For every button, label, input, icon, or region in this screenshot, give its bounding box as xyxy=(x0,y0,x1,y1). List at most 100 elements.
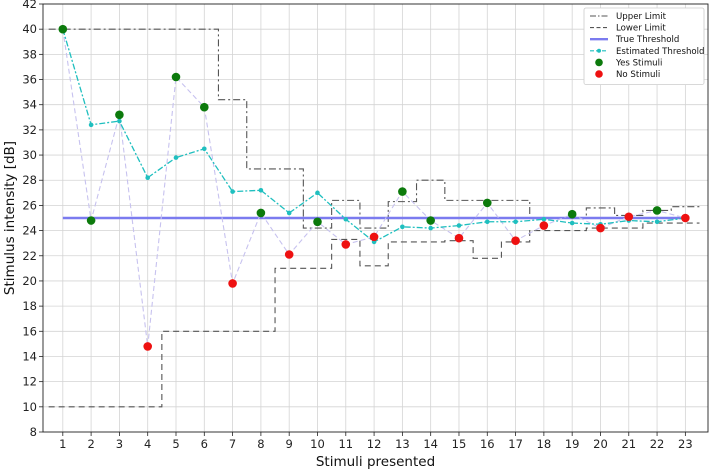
y-tick-label: 24 xyxy=(22,224,37,238)
y-tick-label: 28 xyxy=(22,173,37,187)
x-axis-title: Stimuli presented xyxy=(316,454,435,470)
y-tick-label: 14 xyxy=(22,349,37,363)
x-tick-label: 21 xyxy=(621,437,636,451)
estimated-threshold-point xyxy=(145,175,151,181)
x-tick-label: 11 xyxy=(338,437,353,451)
legend-label: Yes Stimuli xyxy=(615,58,662,68)
yes-stimulus-point xyxy=(313,217,322,227)
x-tick-label: 14 xyxy=(423,437,438,451)
estimated-threshold-point xyxy=(428,225,433,231)
y-tick-label: 22 xyxy=(22,249,37,263)
legend-label: No Stimuli xyxy=(616,70,660,80)
no-stimulus-point xyxy=(511,236,520,245)
estimated-threshold-point xyxy=(343,216,349,222)
legend-box xyxy=(583,7,705,85)
estimated-threshold-point xyxy=(230,189,235,194)
marker-layer xyxy=(58,24,690,351)
y-tick-label: 18 xyxy=(22,299,37,313)
y-tick-label: 38 xyxy=(22,47,37,61)
x-tick-label: 17 xyxy=(508,437,523,451)
yes-stimulus-point xyxy=(58,24,68,34)
no-stimulus-point xyxy=(596,223,605,233)
x-tick-label: 4 xyxy=(144,437,151,451)
y-tick-label: 16 xyxy=(22,324,37,338)
x-tick-label: 19 xyxy=(565,437,580,451)
x-axis-ticks: 1 2 3 4 5 6 7 8 9 10 11 12 13 14 15 16 17 18 19 20 21 22 23 xyxy=(59,432,693,451)
x-tick-label: 15 xyxy=(452,437,467,451)
estimated-threshold-point xyxy=(117,118,122,124)
no-stimulus-point xyxy=(228,279,237,288)
x-tick-label: 18 xyxy=(537,437,552,451)
y-axis-title: Stimulus intensity [dB] xyxy=(2,141,18,295)
yes-stimulus-point xyxy=(398,187,407,196)
lower-limit-line xyxy=(48,222,700,408)
y-tick-label: 36 xyxy=(22,73,37,87)
x-tick-label: 20 xyxy=(593,437,608,451)
x-tick-label: 7 xyxy=(229,437,236,451)
y-tick-label: 42 xyxy=(22,0,37,11)
yes-stimulus-point xyxy=(86,216,96,225)
legend-swatch-dot xyxy=(595,58,603,67)
yes-stimulus-point xyxy=(115,110,124,120)
no-stimulus-point xyxy=(539,221,549,230)
yes-stimulus-point xyxy=(199,102,209,112)
y-tick-label: 30 xyxy=(22,148,37,162)
plot-frame xyxy=(42,3,709,433)
presented-stimuli-path xyxy=(62,29,686,347)
estimated-threshold-point xyxy=(484,219,490,225)
y-tick-label: 8 xyxy=(30,425,37,439)
estimated-threshold-point xyxy=(569,220,575,226)
y-tick-label: 32 xyxy=(22,123,37,137)
no-stimulus-point xyxy=(341,240,351,249)
y-tick-label: 20 xyxy=(22,274,37,288)
estimated-threshold-point xyxy=(315,190,320,196)
y-axis-ticks: 8 10 12 14 16 18 20 22 24 26 28 30 32 34 36 38 40 42 xyxy=(22,0,43,439)
upper-limit-line xyxy=(48,28,700,229)
legend-label: True Threshold xyxy=(615,35,679,45)
x-tick-label: 13 xyxy=(395,437,410,451)
y-tick-label: 12 xyxy=(22,375,37,389)
x-tick-label: 16 xyxy=(480,437,495,451)
x-tick-label: 10 xyxy=(310,437,325,451)
yes-stimulus-point xyxy=(652,206,662,215)
x-tick-label: 22 xyxy=(650,437,665,451)
estimated-threshold-point xyxy=(654,219,660,225)
estimated-threshold-point xyxy=(400,224,405,230)
y-tick-label: 26 xyxy=(22,198,37,212)
no-stimulus-point xyxy=(624,212,634,222)
x-tick-label: 9 xyxy=(286,437,293,451)
estimated-threshold-point xyxy=(541,216,547,222)
legend-label: Upper Limit xyxy=(616,12,667,22)
no-stimulus-point xyxy=(681,213,690,223)
y-tick-label: 34 xyxy=(22,98,37,112)
no-stimulus-point xyxy=(143,342,153,351)
x-tick-label: 3 xyxy=(116,437,123,451)
yes-stimulus-point xyxy=(171,72,181,82)
y-tick-label: 40 xyxy=(22,22,37,36)
yes-stimulus-point xyxy=(426,216,435,225)
estimated-threshold-point xyxy=(456,223,462,228)
yes-stimulus-point xyxy=(482,198,492,208)
legend-label: Estimated Threshold xyxy=(616,47,705,57)
y-tick-label: 10 xyxy=(22,400,37,414)
no-stimulus-point xyxy=(369,232,379,242)
legend-label: Lower Limit xyxy=(616,24,666,34)
yes-stimulus-point xyxy=(256,208,266,218)
legend-swatch-point xyxy=(597,48,601,53)
yes-stimulus-point xyxy=(567,209,577,219)
estimated-threshold-point xyxy=(88,122,94,128)
no-stimulus-point xyxy=(454,233,464,243)
x-tick-label: 6 xyxy=(201,437,208,451)
x-tick-label: 8 xyxy=(257,437,264,451)
x-tick-label: 12 xyxy=(367,437,382,451)
x-tick-label: 23 xyxy=(678,437,693,451)
series-layer xyxy=(48,26,700,408)
legend-swatch-dot xyxy=(595,70,603,78)
x-tick-label: 2 xyxy=(87,437,94,451)
estimated-threshold-point xyxy=(173,155,179,160)
x-tick-label: 5 xyxy=(172,437,179,451)
estimated-threshold-point xyxy=(258,188,264,193)
